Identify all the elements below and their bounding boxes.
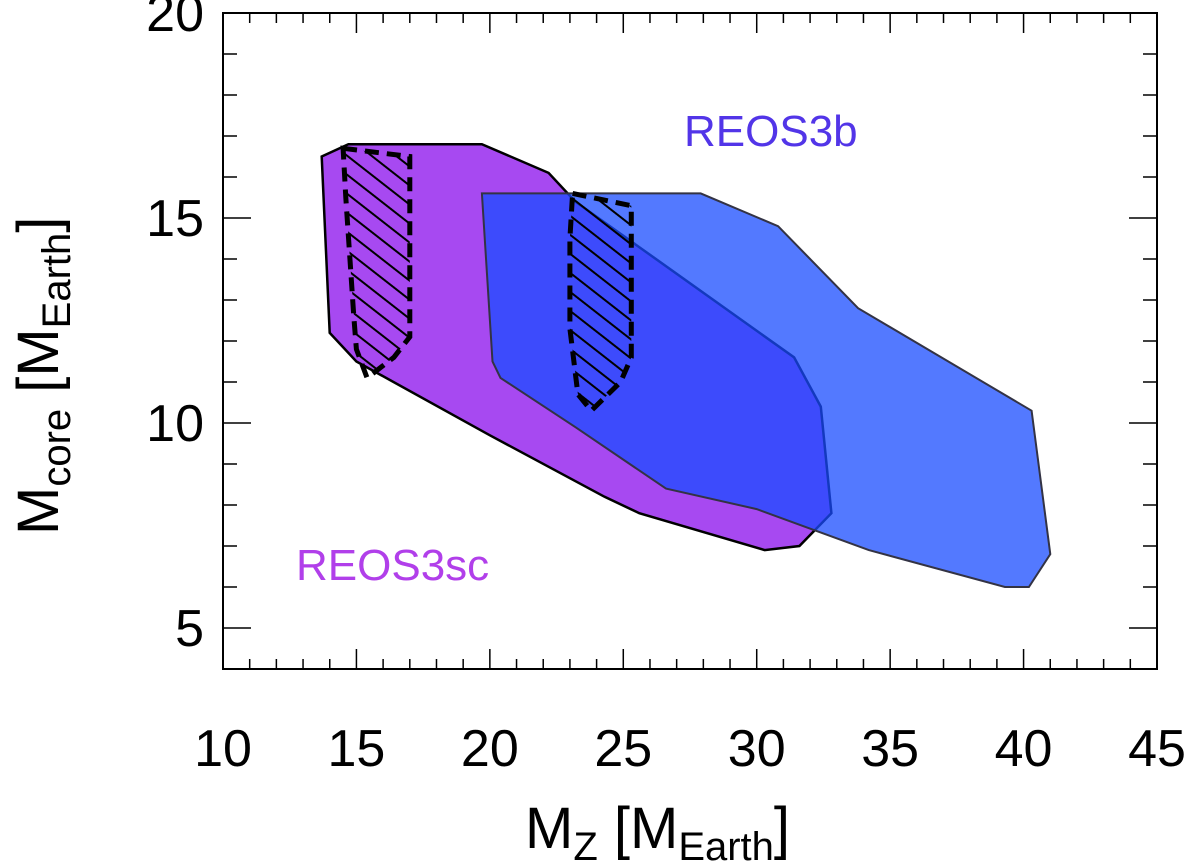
y-tick-label: 20 <box>146 0 204 43</box>
x-tick-label: 30 <box>728 720 786 778</box>
y-axis-title-unit-sub: Earth <box>35 233 79 329</box>
region-label-reos3b: REOS3b <box>684 107 858 156</box>
x-axis-title: MZ [MEarth] <box>525 796 790 867</box>
x-tick-label: 35 <box>861 720 919 778</box>
tick-labels-layer: 10 15 20 25 30 35 40 45 5 10 15 20 <box>146 0 1186 778</box>
x-axis-title-sub: Z <box>573 825 597 867</box>
x-tick-label: 20 <box>461 720 519 778</box>
x-axis-title-unit-close: ] <box>774 796 790 861</box>
x-axis-title-main: M <box>525 796 573 861</box>
y-axis-title-unit-close: ] <box>6 217 71 233</box>
x-axis-title-unit-open: [M <box>598 796 679 861</box>
x-axis-title-unit-sub: Earth <box>678 825 774 867</box>
y-tick-label: 10 <box>146 395 204 453</box>
y-axis-title-unit-open: [M <box>6 328 71 409</box>
x-tick-label: 15 <box>328 720 386 778</box>
x-tick-label: 45 <box>1128 720 1186 778</box>
hatched-regions-layer <box>340 145 634 415</box>
hatched-region-reos3sc <box>340 145 413 382</box>
regions-layer <box>320 142 1052 588</box>
y-axis-title-main: M <box>6 487 71 535</box>
region-label-reos3sc: REOS3sc <box>296 541 489 590</box>
x-tick-label: 25 <box>594 720 652 778</box>
y-tick-label: 15 <box>146 190 204 248</box>
ticks-layer <box>222 12 1158 670</box>
x-tick-label: 10 <box>194 720 252 778</box>
hatched-region-reos3b <box>567 190 634 415</box>
x-tick-label: 40 <box>995 720 1053 778</box>
y-axis-title-sub: core <box>35 409 79 487</box>
y-tick-label: 5 <box>175 600 204 658</box>
y-axis-title: Mcore [MEarth] <box>6 217 79 535</box>
